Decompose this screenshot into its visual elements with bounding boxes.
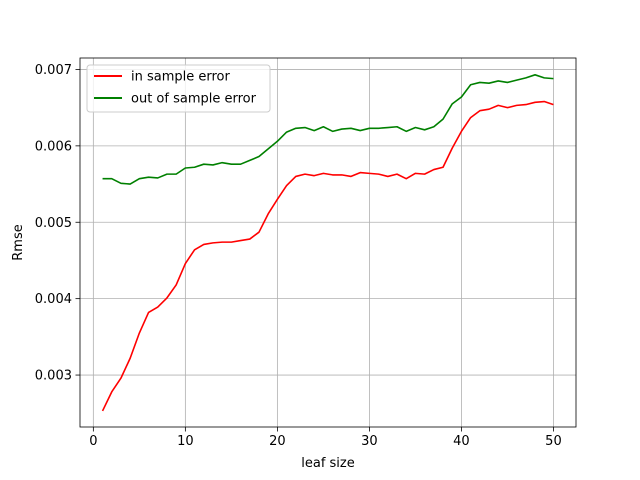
legend-label-out-of-sample: out of sample error bbox=[131, 92, 257, 107]
series-line-out-of-sample bbox=[102, 74, 554, 185]
y-tick-label: 0.003 bbox=[35, 369, 72, 384]
x-axis-label: leaf size bbox=[301, 456, 355, 471]
legend: in sample error out of sample error bbox=[86, 64, 271, 113]
axes-frame bbox=[79, 57, 577, 428]
series-line-in-sample bbox=[101, 100, 554, 412]
x-tick-label: 20 bbox=[269, 434, 286, 449]
y-tick-label: 0.007 bbox=[35, 63, 72, 78]
y-axis-label: Rmse bbox=[11, 224, 26, 260]
x-tick-label: 10 bbox=[177, 434, 194, 449]
y-tick-label: 0.006 bbox=[35, 139, 72, 154]
x-tick-label: 40 bbox=[453, 434, 470, 449]
y-tick-label: 0.005 bbox=[35, 216, 72, 231]
x-tick-label: 0 bbox=[89, 434, 97, 449]
series-group bbox=[101, 74, 554, 412]
plot-area bbox=[80, 58, 576, 427]
x-tick-label: 50 bbox=[545, 434, 562, 449]
axes: 0 10 20 30 40 50 0.003 0.004 0.005 0.006 0.007 bbox=[35, 57, 577, 449]
legend-label-in-sample: in sample error bbox=[131, 70, 231, 85]
x-tick-label: 30 bbox=[361, 434, 378, 449]
legend-box bbox=[86, 64, 271, 113]
y-tick-label: 0.004 bbox=[35, 292, 72, 307]
